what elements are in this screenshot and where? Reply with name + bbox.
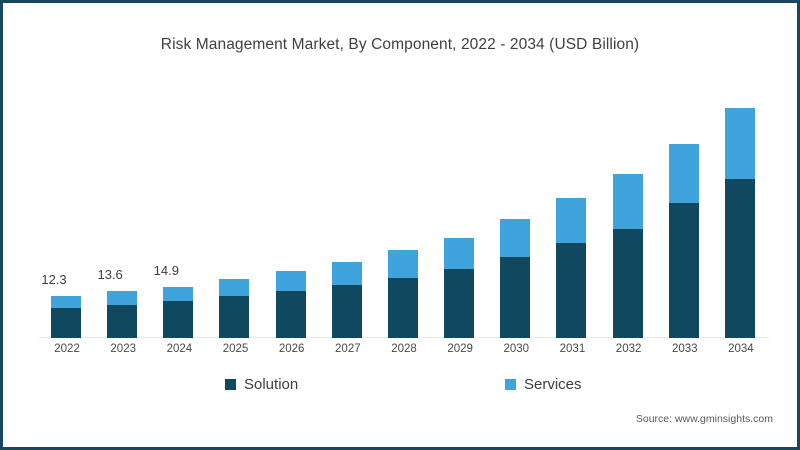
bar-column-2028[interactable] [376, 98, 430, 338]
x-axis-label-2034: 2034 [728, 343, 754, 355]
bar-segment-solution[interactable] [51, 307, 81, 338]
bar-stack [444, 237, 475, 338]
x-axis-label-2025: 2025 [222, 343, 249, 355]
bar-segment-services[interactable] [387, 250, 418, 278]
bar-segment-services[interactable] [556, 198, 587, 244]
bar-value-label-2022: 12.3 [41, 271, 67, 287]
bar-column-2025[interactable] [207, 98, 261, 338]
bar-segment-services[interactable] [612, 174, 643, 229]
x-axis-label-2027: 2027 [335, 343, 361, 355]
plot-area: 12.3 13.6 14.9 [39, 98, 769, 338]
bar-segment-services[interactable] [275, 271, 306, 292]
x-axis-tick-labels: 2022 2023 2024 2025 2026 2027 2028 2029 2030 2031… [39, 343, 769, 363]
bar-column-2029[interactable] [432, 98, 486, 338]
bar-segment-solution[interactable] [387, 277, 418, 338]
bar-column-2023[interactable]: 13.6 [95, 98, 149, 338]
bar-segment-services[interactable] [51, 295, 81, 308]
x-axis-label-2028: 2028 [391, 343, 417, 355]
bar-segment-solution[interactable] [219, 296, 250, 338]
bar-segment-services[interactable] [331, 261, 362, 285]
bar-stack [387, 250, 418, 338]
source-attribution: Source: www.gminsights.com [635, 413, 773, 425]
legend-label-solution: Solution [244, 376, 299, 393]
chart-title: Risk Management Market, By Component, 20… [160, 36, 640, 53]
bar-stack [163, 286, 194, 338]
bar-segment-solution[interactable] [612, 228, 643, 338]
legend-swatch-solution [225, 379, 236, 390]
bar-stack [668, 144, 699, 338]
bar-segment-services[interactable] [668, 144, 699, 203]
x-axis-label-2022: 2022 [54, 343, 80, 355]
bar-stack [107, 291, 138, 338]
x-axis-label-2026: 2026 [278, 343, 305, 355]
bar-column-2032[interactable] [601, 98, 655, 338]
x-axis-label-2030: 2030 [503, 343, 530, 355]
x-axis-label-2031: 2031 [559, 343, 586, 355]
bar-segment-solution[interactable] [331, 284, 362, 338]
bar-stack [500, 218, 531, 338]
bar-segment-solution[interactable] [275, 291, 306, 338]
bar-column-2030[interactable] [488, 98, 542, 338]
bar-stack [275, 271, 306, 338]
bar-column-2024[interactable]: 14.9 [151, 98, 205, 338]
bar-stack [612, 174, 643, 338]
x-axis-label-2029: 2029 [447, 343, 473, 355]
chart-legend: Solution Services [3, 376, 797, 398]
bar-column-2033[interactable] [657, 98, 711, 338]
bar-segment-solution[interactable] [556, 243, 587, 338]
bar-segment-solution[interactable] [500, 257, 531, 338]
bar-segment-services[interactable] [219, 279, 250, 297]
bar-segment-services[interactable] [500, 218, 531, 258]
bar-segment-services[interactable] [724, 107, 755, 179]
bar-segment-services[interactable] [163, 286, 194, 301]
bar-value-label-2023: 13.6 [97, 267, 123, 283]
legend-item-services[interactable]: Services [505, 376, 582, 393]
legend-item-solution[interactable]: Solution [225, 376, 298, 393]
bar-column-2031[interactable] [544, 98, 598, 338]
bar-segment-services[interactable] [107, 291, 138, 305]
x-axis-label-2023: 2023 [110, 343, 136, 355]
x-axis-label-2033: 2033 [671, 343, 698, 355]
x-axis-label-2024: 2024 [166, 343, 193, 355]
bar-column-2027[interactable] [320, 98, 374, 338]
bar-segment-solution[interactable] [724, 178, 755, 338]
legend-swatch-services [505, 379, 516, 390]
bar-stack [331, 261, 362, 338]
bar-value-label-2024: 14.9 [153, 262, 179, 278]
bar-stack [219, 279, 250, 338]
x-axis-label-2032: 2032 [615, 343, 642, 355]
bar-segment-solution[interactable] [163, 300, 194, 338]
bar-column-2022[interactable]: 12.3 [39, 98, 93, 338]
bar-column-2026[interactable] [264, 98, 318, 338]
bar-stack [556, 198, 587, 338]
bar-segment-services[interactable] [444, 237, 475, 270]
bar-segment-solution[interactable] [668, 202, 699, 338]
legend-label-services: Services [524, 376, 582, 393]
bar-segment-solution[interactable] [107, 304, 138, 338]
bar-stack [724, 107, 755, 338]
bar-column-2034[interactable] [713, 98, 767, 338]
bar-stack [51, 295, 81, 338]
bar-segment-solution[interactable] [444, 269, 475, 338]
